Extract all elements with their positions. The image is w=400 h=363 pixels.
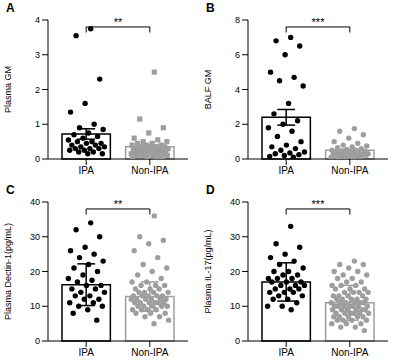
svg-text:30: 30 <box>230 232 240 242</box>
svg-text:30: 30 <box>30 232 40 242</box>
svg-text:Plasma GM: Plasma GM <box>8 66 13 113</box>
svg-text:**: ** <box>114 198 123 210</box>
svg-text:IPA: IPA <box>278 347 294 358</box>
svg-text:Non-IPA: Non-IPA <box>331 165 368 176</box>
svg-text:4: 4 <box>235 85 240 95</box>
svg-text:10: 10 <box>30 301 40 311</box>
svg-text:Non-IPA: Non-IPA <box>331 347 368 358</box>
svg-text:4: 4 <box>35 15 40 25</box>
html-text:C: C <box>6 183 15 197</box>
svg-text:10: 10 <box>230 301 240 311</box>
svg-text:Plasma Dectin-1(pg/mL): Plasma Dectin-1(pg/mL) <box>8 223 13 320</box>
svg-text:1: 1 <box>35 119 40 129</box>
svg-text:Non-IPA: Non-IPA <box>131 165 168 176</box>
html-text:A: A <box>6 1 15 15</box>
svg-text:0: 0 <box>35 336 40 346</box>
svg-text:40: 40 <box>30 197 40 207</box>
svg-text:0: 0 <box>235 154 240 164</box>
svg-text:2: 2 <box>35 85 40 95</box>
svg-text:***: *** <box>312 198 326 210</box>
svg-text:Plasma IL-17(pg/mL): Plasma IL-17(pg/mL) <box>203 229 213 313</box>
svg-text:**: ** <box>114 16 123 28</box>
svg-text:40: 40 <box>230 197 240 207</box>
svg-text:20: 20 <box>230 267 240 277</box>
svg-text:IPA: IPA <box>78 347 94 358</box>
svg-text:8: 8 <box>235 15 240 25</box>
svg-text:0: 0 <box>35 154 40 164</box>
svg-text:Non-IPA: Non-IPA <box>131 347 168 358</box>
svg-text:3: 3 <box>35 50 40 60</box>
svg-text:IPA: IPA <box>78 165 94 176</box>
svg-text:IPA: IPA <box>278 165 294 176</box>
svg-text:20: 20 <box>30 267 40 277</box>
svg-text:BALF GM: BALF GM <box>203 70 213 110</box>
svg-text:2: 2 <box>235 119 240 129</box>
svg-text:0: 0 <box>235 336 240 346</box>
svg-text:6: 6 <box>235 50 240 60</box>
html-text:B: B <box>206 1 215 15</box>
html-text:D: D <box>206 183 215 197</box>
svg-text:***: *** <box>312 16 326 28</box>
